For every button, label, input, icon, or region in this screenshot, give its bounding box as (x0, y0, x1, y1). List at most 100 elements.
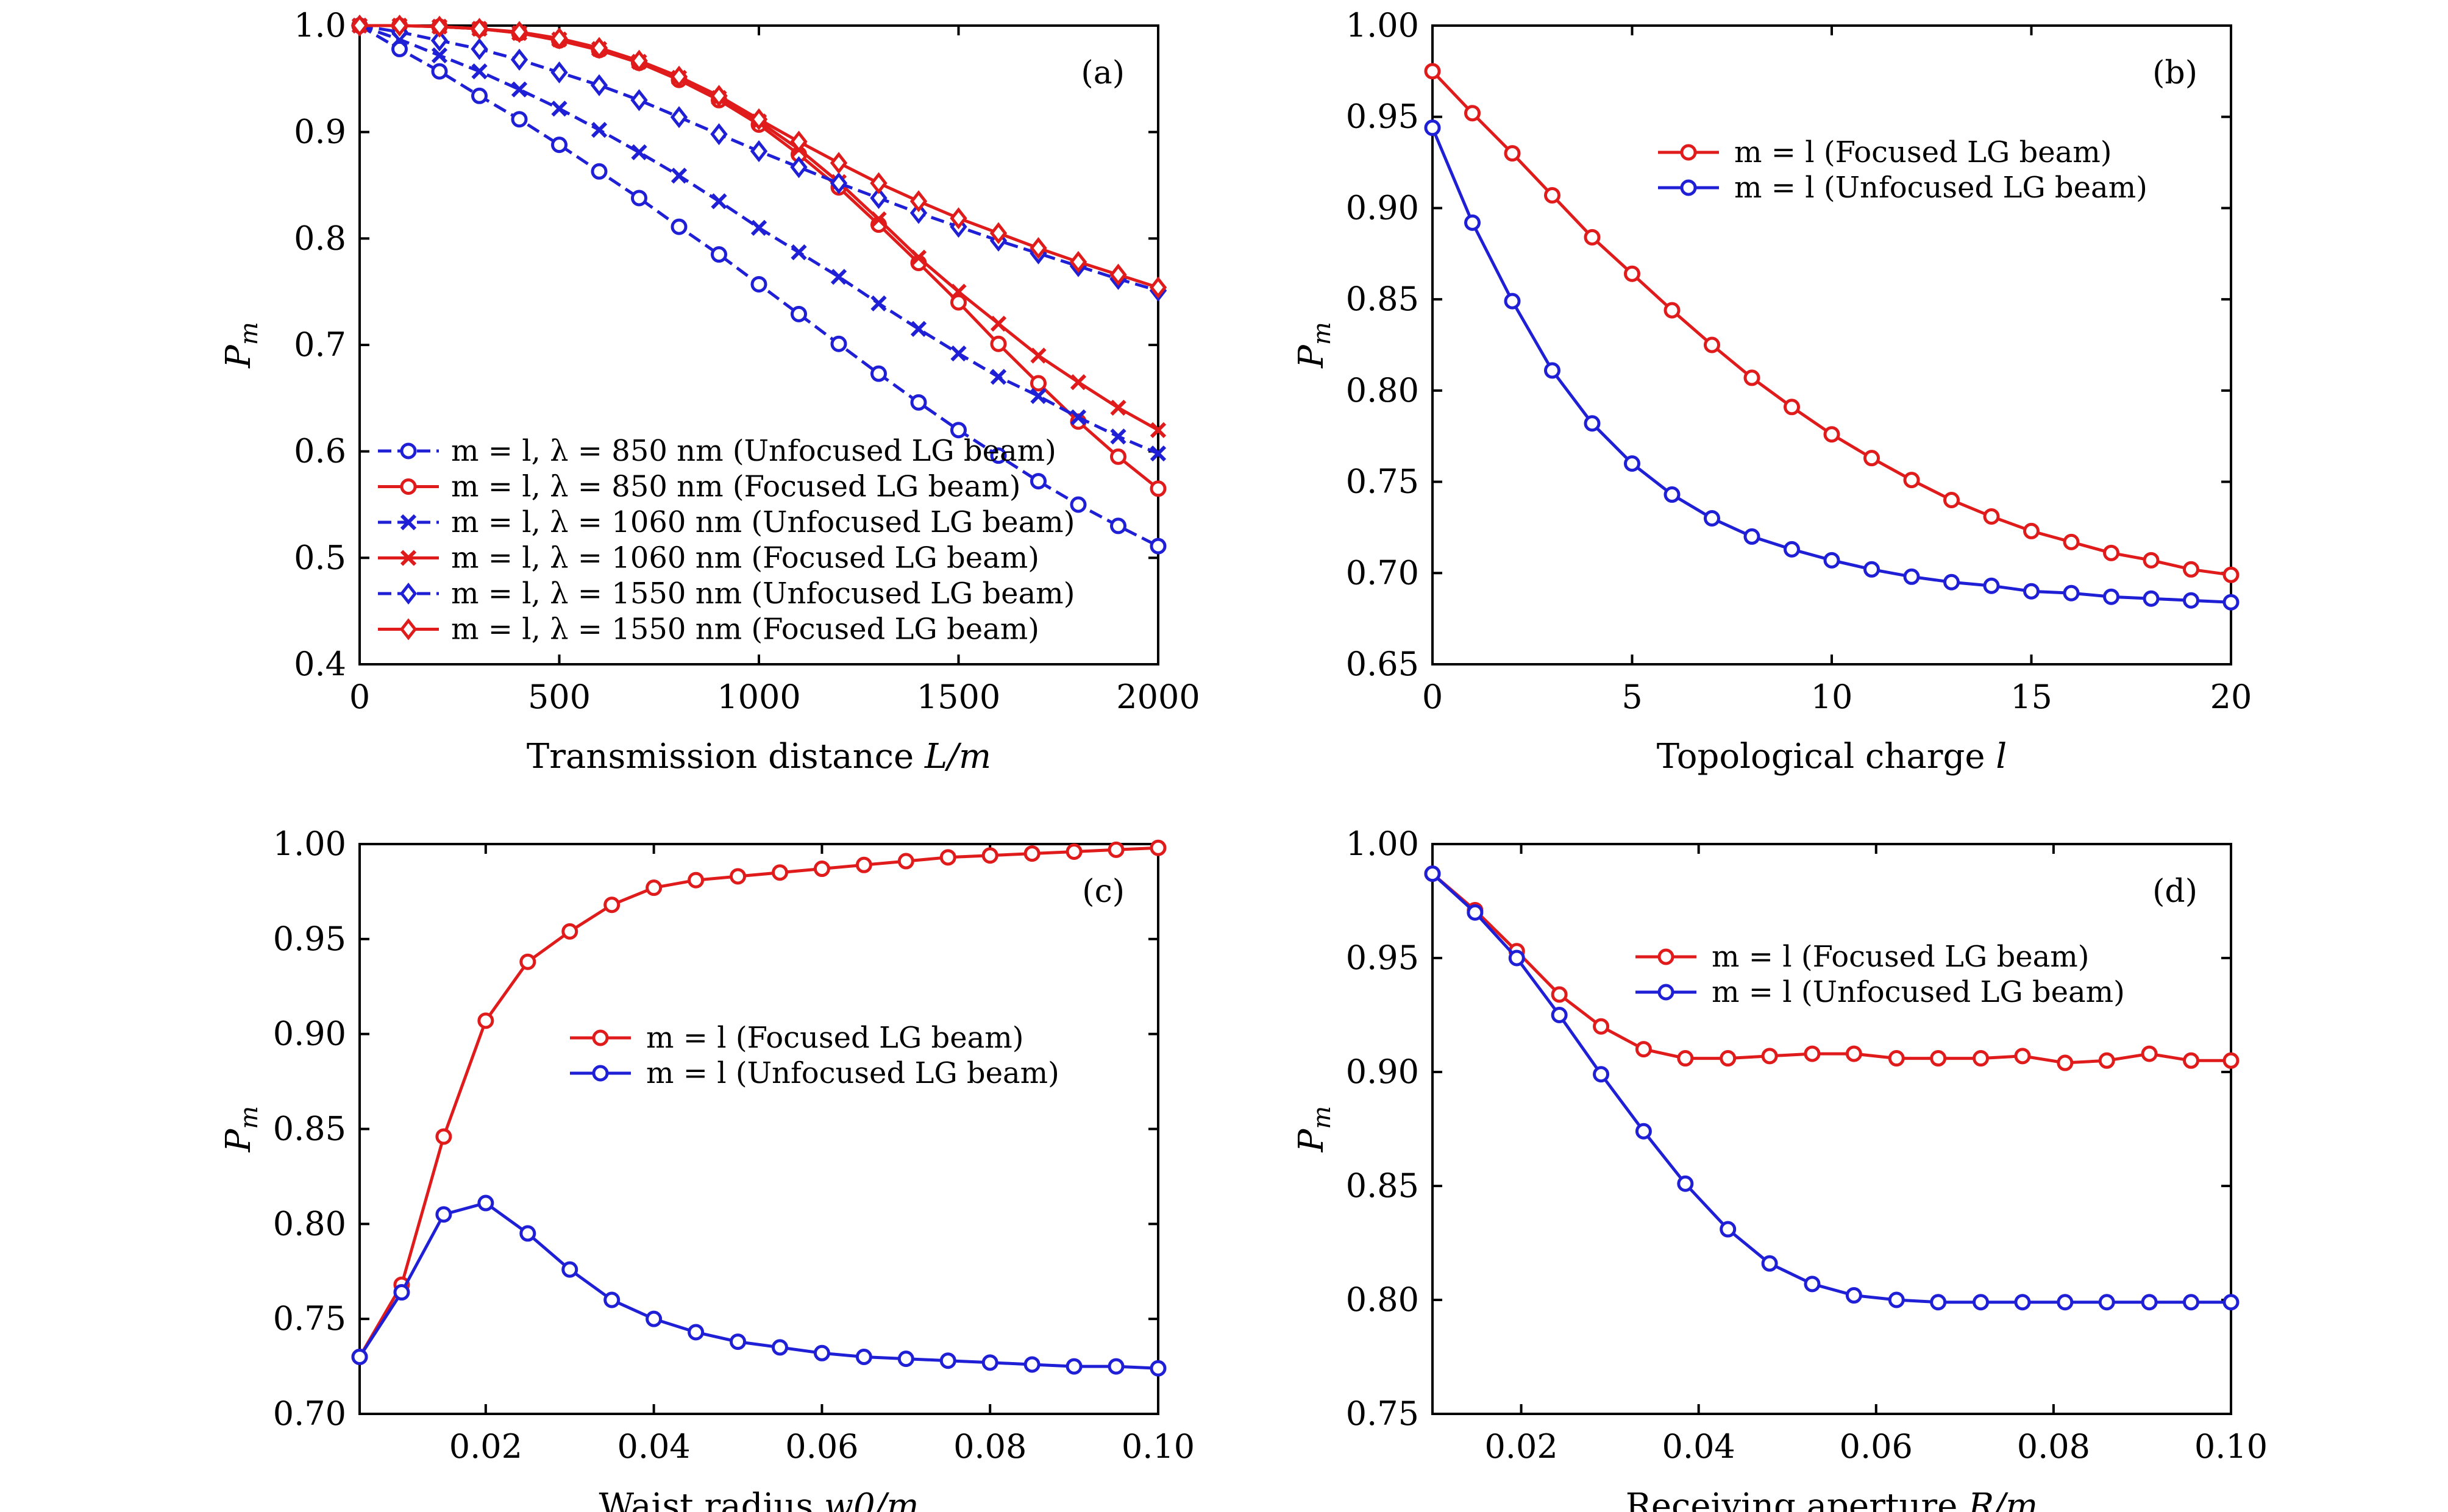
y-axis-label-subscript: m (235, 1106, 263, 1129)
x-axis-label-word: l (1985, 737, 2007, 776)
data-point (1930, 1294, 1947, 1311)
data-point (710, 85, 728, 107)
y-tick-label: 0.90 (273, 1015, 346, 1053)
data-point (909, 202, 928, 224)
data-point (1551, 986, 1568, 1003)
data-point (1551, 1007, 1568, 1023)
data-point (1930, 1050, 1947, 1067)
data-point (730, 1333, 747, 1351)
x-axis-label-word: radius (694, 1486, 814, 1512)
data-point (471, 18, 488, 40)
data-point (1704, 509, 1720, 527)
data-point (1467, 904, 1484, 921)
data-point (1704, 336, 1720, 353)
y-axis-label: Pm (1292, 1106, 1336, 1153)
data-point-stroke-2 (950, 345, 967, 362)
y-tick-label: 1.00 (273, 825, 346, 863)
data-point (1784, 399, 1800, 416)
data-point (910, 321, 927, 337)
data-point (590, 37, 608, 59)
series-6 (350, 14, 1167, 299)
data-point (1903, 568, 1920, 585)
series-1 (1424, 63, 2240, 583)
data-point (1761, 1048, 1778, 1065)
data-point (1030, 388, 1047, 404)
data-point (351, 1349, 368, 1365)
data-point (750, 275, 767, 293)
data-point (950, 283, 967, 300)
data-point (2183, 592, 2199, 609)
data-point (603, 1291, 621, 1308)
data-point (631, 190, 647, 207)
data-point (550, 61, 568, 83)
data-point (591, 163, 608, 180)
data-point (519, 953, 536, 970)
data-point-stroke-2 (870, 295, 887, 312)
data-point (1030, 375, 1047, 392)
y-tick-label: 0.4 (294, 645, 346, 683)
data-point (430, 15, 449, 38)
data-point-stroke-2 (1070, 374, 1087, 391)
data-point (1149, 276, 1167, 299)
x-tick-label: 5 (1621, 678, 1642, 716)
data-point (2141, 1294, 2158, 1311)
data-point (870, 295, 887, 312)
data-point (1508, 949, 1525, 967)
data-point (870, 211, 887, 228)
data-point (990, 315, 1007, 332)
legend-marker (400, 514, 417, 531)
x-axis-label-word: Transmission (527, 737, 758, 776)
x-tick-label: 0.10 (2194, 1427, 2268, 1466)
x-axis-label-word: distance (757, 737, 914, 776)
data-point (870, 172, 888, 194)
data-point (830, 269, 847, 285)
data-point (1983, 577, 2000, 594)
data-point (1584, 415, 1601, 432)
data-point (1464, 105, 1481, 122)
data-point (981, 847, 998, 864)
x-axis-label: Waist radius w0/m (599, 1486, 919, 1512)
panel-label: (c) (1082, 873, 1125, 910)
y-tick-label: 0.90 (1346, 1052, 1419, 1091)
chart-panel-c: 0.70 0.75 0.80 0.85 0.90 0.95 1.00 0.02 0.04 0.06… (219, 825, 1195, 1512)
data-point-stroke-2 (870, 211, 887, 228)
y-tick-label: 0.70 (1346, 553, 1419, 592)
data-point (551, 137, 568, 154)
y-tick-label: 0.75 (273, 1299, 346, 1338)
data-point (2014, 1294, 2031, 1311)
y-tick-label: 0.5 (294, 538, 346, 577)
data-point (855, 1349, 872, 1365)
data-point (1504, 293, 1521, 310)
y-tick-label: 0.85 (273, 1110, 346, 1148)
data-point (2098, 1052, 2115, 1069)
data-point (1030, 347, 1047, 364)
panel-label: (d) (2152, 873, 2197, 910)
legend-label: m = l, λ = 1550 nm (Unfocused LG beam) (451, 577, 1075, 611)
data-point (519, 1225, 536, 1242)
legend-marker (1657, 948, 1674, 965)
series-5 (350, 14, 1167, 302)
data-point (1150, 480, 1167, 497)
data-point-stroke-2 (711, 193, 727, 210)
data-point-stroke-2 (631, 144, 647, 160)
data-point (1983, 508, 2000, 525)
data-point (646, 879, 663, 896)
legend-marker (592, 1029, 609, 1046)
data-point (711, 193, 727, 210)
x-tick-label: 20 (2210, 678, 2252, 716)
data-point (1624, 265, 1640, 282)
x-axis-label-word: w0/m (813, 1486, 919, 1512)
data-point-stroke-2 (1070, 409, 1087, 425)
data-point-stroke-2 (431, 47, 448, 64)
y-axis-label: Pm (1292, 322, 1336, 369)
data-point (791, 305, 807, 322)
data-point (590, 74, 608, 96)
data-point (710, 123, 728, 146)
chart-panel-d: 0.75 0.80 0.85 0.90 0.95 1.00 0.02 0.04 0.06 0.08… (1292, 825, 2268, 1512)
legend: m = l (Focused LG beam)m = l (Unfocused … (1635, 940, 2125, 1009)
legend-label: m = l, λ = 850 nm (Unfocused LG beam) (451, 434, 1056, 468)
y-tick-label: 0.80 (1346, 371, 1419, 410)
x-axis-label: Transmission distance L/m (527, 737, 991, 776)
legend: m = l (Focused LG beam)m = l (Unfocused … (1658, 135, 2147, 205)
